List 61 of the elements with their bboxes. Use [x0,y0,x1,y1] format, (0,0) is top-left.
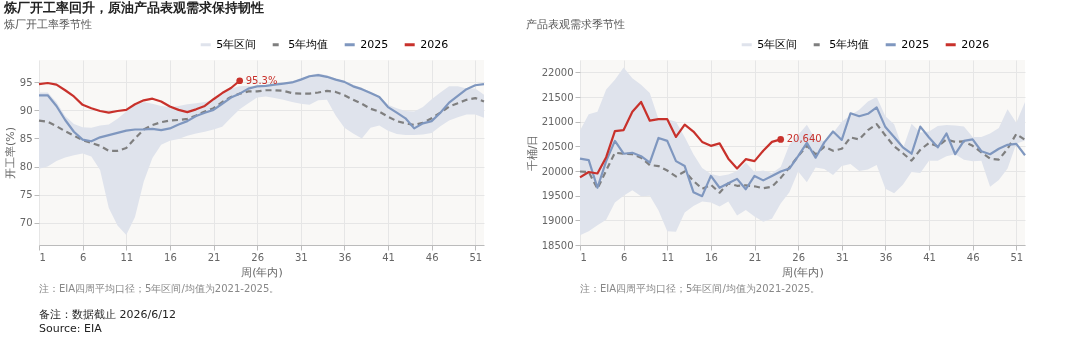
text: 炼厂开工率回升，原油产品表观需求保持韧性 [3,0,265,15]
y-tick-label: 80 [19,161,33,173]
x-tick-label: 26 [251,251,264,263]
y-tick-label: 75 [19,189,33,201]
y-tick-label: 70 [19,217,33,229]
x-tick-label: 31 [835,251,849,263]
x-tick-label: 11 [120,251,134,263]
y-tick-label: 22000 [541,66,574,78]
x-tick-label: 51 [1010,251,1024,263]
x-tick-label: 16 [164,251,177,263]
legend-label: 5年区间 [757,37,798,51]
text: 备注：数据截止 2026/6/12 [39,308,176,321]
x-axis-title: 周(年内) [241,265,283,279]
x-tick-label: 6 [620,251,628,263]
text: 注：EIA四周平均口径；5年区间/均值为2021-2025。 [39,283,280,294]
legend-label: 5年均值 [288,37,329,51]
x-tick-label: 31 [294,251,308,263]
x-tick-label: 16 [705,251,718,263]
annotation: 95.3% [245,74,278,86]
y-tick-label: 20500 [541,140,574,152]
x-tick-label: 51 [469,251,483,263]
y-tick-label: 19500 [541,190,574,202]
y-axis-title: 千桶/日 [525,134,539,172]
y-tick-label: 90 [19,104,33,116]
y-tick-label: 19000 [541,214,574,226]
x-tick-label: 6 [79,251,87,263]
line-series [37,74,486,143]
y-tick-label: 21000 [541,116,574,128]
legend-label: 5年均值 [829,37,870,51]
chart-title: 产品表观需求季节性 [526,18,626,31]
y-tick-label: 18500 [541,239,574,251]
legend-label: 5年区间 [216,37,257,51]
x-tick-label: 21 [748,251,762,263]
legend-label: 2026 [420,37,449,51]
y-tick-label: 85 [19,132,33,144]
chart-title: 炼厂开工率季节性 [4,18,93,31]
legend-label: 2025 [360,37,389,51]
legend-label: 2025 [901,37,930,51]
y-tick-label: 21500 [541,91,574,103]
x-tick-label: 1 [580,251,587,263]
y-axis-title: 开工率(%) [3,126,17,180]
x-tick-label: 11 [661,251,675,263]
y-tick-label: 95 [19,76,33,88]
annotation: 20,640 [786,133,822,145]
x-tick-label: 1 [39,251,46,263]
line-series [578,123,1027,194]
text: 注：EIA四周平均口径；5年区间/均值为2021-2025。 [580,283,821,294]
x-tick-label: 46 [966,251,980,263]
x-tick-label: 46 [425,251,439,263]
line-series [578,106,1027,198]
y-tick-label: 20000 [541,165,574,177]
x-tick-label: 41 [382,251,395,263]
source-note: Source: EIA [39,322,103,335]
x-tick-label: 26 [792,251,805,263]
x-tick-label: 36 [879,251,893,263]
x-tick-label: 21 [207,251,221,263]
line-series [37,89,486,152]
x-axis-title: 周(年内) [782,265,824,279]
x-tick-label: 36 [338,251,352,263]
x-tick-label: 41 [923,251,936,263]
legend-label: 2026 [961,37,990,51]
